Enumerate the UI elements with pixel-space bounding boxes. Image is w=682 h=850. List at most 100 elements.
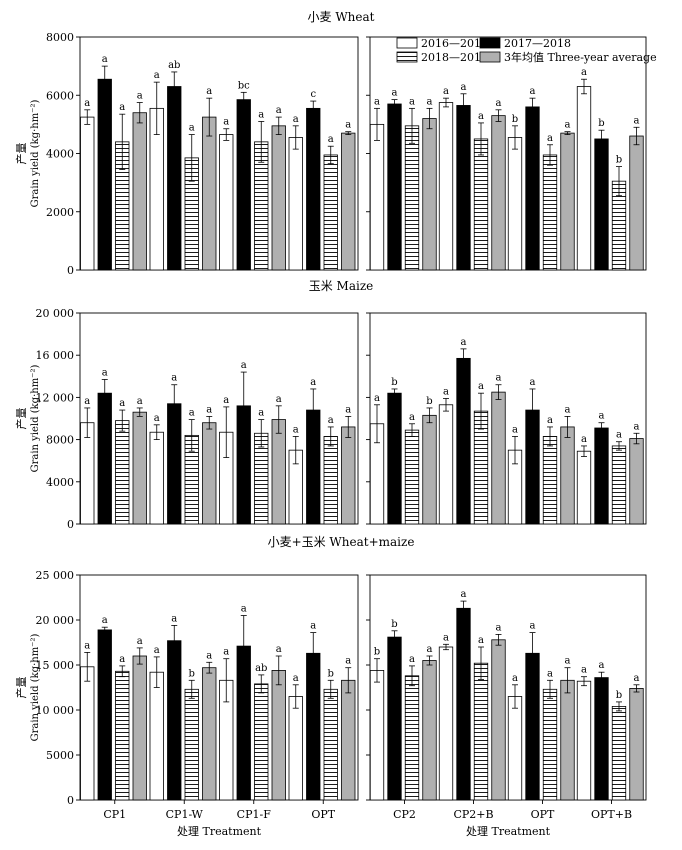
bar	[387, 103, 402, 271]
bar	[422, 118, 437, 271]
significance-letter: a	[599, 660, 605, 671]
significance-letter: a	[137, 91, 143, 102]
row-title: 玉米 Maize	[309, 279, 374, 293]
bar	[542, 154, 558, 271]
significance-letter: a	[258, 109, 264, 120]
significance-letter: a	[276, 394, 282, 405]
significance-letter: a	[634, 115, 640, 126]
bar	[491, 639, 506, 801]
y-axis-label-cn: 产量	[14, 677, 28, 699]
significance-letter: a	[530, 86, 536, 97]
x-axis-label: 处理 Treatment	[177, 825, 262, 838]
significance-letter: a	[409, 96, 415, 107]
significance-letter: a	[345, 404, 351, 415]
significance-letter: a	[478, 381, 484, 392]
row-title: 小麦+玉米 Wheat+maize	[268, 535, 415, 549]
x-tick-label: CP1-W	[166, 808, 204, 821]
significance-letter: a	[206, 650, 212, 661]
significance-letter: a	[189, 408, 195, 419]
bar	[97, 392, 112, 525]
significance-letter: a	[154, 413, 160, 424]
bar	[404, 125, 420, 271]
significance-letter: a	[171, 613, 177, 624]
significance-letter: a	[119, 102, 125, 113]
significance-letter: a	[581, 434, 587, 445]
y-tick-label: 5000	[46, 749, 74, 762]
y-axis-label-en: Grain yield (kg·hm⁻²)	[30, 365, 41, 473]
legend-label: 3年均值 Three-year average	[504, 50, 657, 64]
significance-letter: a	[565, 404, 571, 415]
bar	[438, 646, 454, 801]
legend-swatch	[396, 37, 418, 49]
significance-letter: a	[84, 396, 90, 407]
bar	[611, 706, 627, 801]
y-axis-label: 产量 Grain yield (kg·hm⁻²)	[14, 634, 41, 742]
legend-label: 2017—2018	[504, 37, 571, 50]
x-axis-label: 处理 Treatment	[466, 825, 551, 838]
bar	[288, 696, 303, 801]
significance-letter: a	[547, 133, 553, 144]
x-tick-label: OPT+B	[591, 808, 632, 821]
bar	[594, 677, 609, 801]
significance-letter: a	[565, 656, 571, 667]
bar	[629, 438, 644, 525]
bar	[271, 419, 286, 525]
significance-letter: a	[616, 430, 622, 441]
significance-letter: bc	[238, 80, 250, 91]
bar	[149, 431, 164, 525]
significance-letter: a	[189, 123, 195, 134]
bar	[219, 134, 234, 271]
row-title: 小麦 Wheat	[308, 10, 375, 24]
significance-letter: a	[461, 589, 467, 600]
bar	[456, 105, 471, 271]
significance-letter: a	[512, 424, 518, 435]
bar	[369, 123, 385, 271]
y-tick-label: 4000	[46, 148, 74, 161]
significance-letter: c	[310, 89, 316, 100]
bar	[115, 420, 130, 525]
bar	[560, 426, 575, 525]
significance-letter: ab	[168, 60, 180, 71]
x-tick-label: OPT	[311, 808, 335, 821]
significance-letter: a	[530, 621, 536, 632]
significance-letter: a	[171, 373, 177, 384]
significance-letter: a	[409, 412, 415, 423]
significance-letter: a	[345, 656, 351, 667]
significance-letter: a	[258, 408, 264, 419]
significance-letter: b	[391, 619, 397, 630]
significance-letter: b	[189, 668, 195, 679]
x-tick-label: CP1-F	[237, 808, 272, 821]
bar	[80, 116, 95, 271]
significance-letter: a	[206, 404, 212, 415]
legend-label: 2018—2019	[421, 51, 488, 64]
y-tick-label: 12 000	[36, 391, 75, 404]
significance-letter: a	[634, 421, 640, 432]
significance-letter: a	[427, 644, 433, 655]
y-axis-label-en: Grain yield (kg·hm⁻²)	[30, 100, 41, 208]
y-tick-label: 10 000	[36, 704, 75, 717]
y-tick-label: 25 000	[36, 569, 75, 582]
bar	[341, 679, 356, 801]
legend: 2016—2017 2017—2018 2018—2019 3年均值 Three-ye…	[396, 37, 657, 64]
significance-letter: a	[461, 82, 467, 93]
bar	[473, 138, 489, 271]
significance-letter: b	[616, 690, 622, 701]
y-tick-label: 0	[67, 264, 74, 277]
y-tick-label: 20 000	[36, 307, 75, 320]
significance-letter: a	[119, 398, 125, 409]
significance-letter: a	[293, 114, 299, 125]
significance-letter: a	[223, 647, 229, 658]
y-tick-label: 0	[67, 794, 74, 807]
legend-swatch	[479, 37, 501, 49]
significance-letter: a	[276, 105, 282, 116]
significance-letter: a	[328, 134, 334, 145]
significance-letter: a	[310, 621, 316, 632]
significance-letter: a	[496, 373, 502, 384]
x-tick-label: CP2	[393, 808, 416, 821]
significance-letter: a	[461, 337, 467, 348]
bar	[560, 679, 575, 801]
